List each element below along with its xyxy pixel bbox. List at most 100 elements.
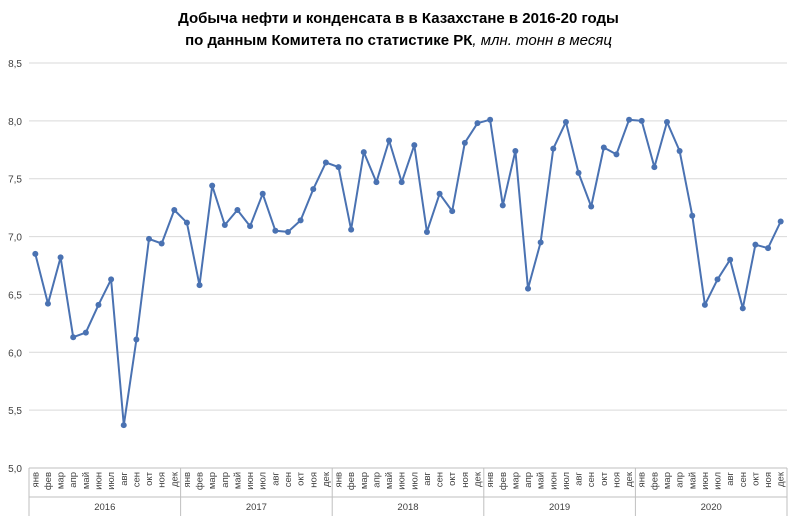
- x-tick-label: мар: [662, 472, 673, 489]
- x-tick-label: ноя: [611, 472, 622, 488]
- data-point: [550, 145, 557, 152]
- data-point: [259, 190, 266, 197]
- data-point: [575, 169, 582, 176]
- x-tick-label: фев: [195, 472, 206, 490]
- x-tick-label: апр: [68, 472, 79, 488]
- x-tick-label: янв: [334, 472, 345, 487]
- x-tick-label: ноя: [460, 472, 471, 488]
- year-label: 2019: [549, 502, 570, 513]
- data-point: [436, 190, 443, 197]
- x-tick-label: июн: [397, 472, 408, 490]
- y-tick-label: 5,5: [8, 406, 22, 417]
- data-point: [588, 203, 595, 210]
- x-tick-label: мар: [510, 472, 521, 489]
- x-tick-label: сен: [435, 472, 446, 487]
- x-tick-label: фев: [498, 472, 509, 490]
- x-tick-label: июн: [548, 472, 559, 490]
- y-axis: 5,0 5,5 6,0 6,5 7,0 7,5 8,0 8,5: [8, 59, 22, 475]
- x-tick-label: авг: [725, 471, 736, 485]
- x-tick-label: ноя: [308, 472, 319, 488]
- x-tick-label: май: [232, 472, 243, 489]
- data-point: [234, 206, 241, 213]
- x-tick-label: май: [81, 472, 92, 489]
- data-point: [398, 179, 405, 186]
- data-point: [752, 241, 759, 248]
- x-tick-label: дек: [169, 471, 180, 487]
- x-tick-label: янв: [30, 472, 41, 487]
- y-tick-label: 6,0: [8, 348, 22, 359]
- data-point: [171, 206, 178, 213]
- series-line: [34, 118, 782, 427]
- x-tick-label: июн: [245, 472, 256, 490]
- x-tick-label: июн: [700, 472, 711, 490]
- data-point: [765, 245, 772, 252]
- data-point: [714, 276, 721, 283]
- data-point: [411, 142, 418, 149]
- data-point: [196, 282, 203, 289]
- x-tick-label: апр: [523, 472, 534, 488]
- x-tick-label: дек: [472, 471, 483, 487]
- x-tick-label: май: [687, 472, 698, 489]
- title-line-2-sub: , млн. тонн в месяц: [472, 32, 612, 49]
- data-point: [449, 208, 456, 215]
- year-label: 2017: [246, 502, 267, 513]
- data-point: [499, 202, 506, 209]
- data-point: [537, 239, 544, 246]
- data-point: [272, 227, 279, 234]
- data-point: [461, 139, 468, 146]
- x-tick-label: июл: [561, 472, 572, 490]
- title-line-2: по данным Комитета по статистике РК, млн…: [0, 30, 797, 52]
- data-point: [373, 179, 380, 186]
- data-point: [44, 300, 51, 307]
- x-tick-label: янв: [182, 472, 193, 487]
- x-tick-label: фев: [649, 472, 660, 490]
- chart-title: Добыча нефти и конденсата в в Казахстане…: [0, 8, 797, 52]
- x-tick-label: сен: [283, 472, 294, 487]
- x-tick-label: июн: [93, 472, 104, 490]
- data-point: [247, 223, 254, 230]
- x-tick-label: окт: [599, 471, 610, 486]
- data-point: [562, 119, 569, 126]
- title-line-1: Добыча нефти и конденсата в в Казахстане…: [178, 10, 619, 27]
- x-tick-label: авг: [270, 471, 281, 485]
- x-tick-label: сен: [586, 472, 597, 487]
- x-tick-label: май: [384, 472, 395, 489]
- y-tick-label: 7,0: [8, 233, 22, 244]
- data-point: [739, 305, 746, 312]
- x-tick-label: ноя: [763, 472, 774, 488]
- data-point: [474, 120, 481, 127]
- data-point: [689, 212, 696, 219]
- data-point: [120, 422, 127, 429]
- x-tick-label: ноя: [157, 472, 168, 488]
- gridlines: [29, 62, 787, 469]
- data-point: [348, 226, 355, 233]
- data-point: [512, 147, 519, 154]
- x-tick-label: авг: [574, 471, 585, 485]
- y-tick-label: 5,0: [8, 464, 22, 475]
- x-tick-label: мар: [359, 472, 370, 489]
- data-point: [600, 144, 607, 151]
- x-tick-label: июл: [258, 472, 269, 490]
- data-point: [297, 217, 304, 224]
- data-point: [95, 301, 102, 308]
- data-point: [613, 151, 620, 158]
- data-point: [322, 159, 329, 166]
- data-point: [487, 116, 494, 123]
- x-tick-label: июл: [409, 472, 420, 490]
- data-point: [386, 137, 393, 144]
- x-tick-label: авг: [119, 471, 130, 485]
- x-tick-label: июл: [106, 472, 117, 490]
- data-point: [626, 116, 633, 123]
- data-point: [638, 117, 645, 124]
- y-tick-label: 8,5: [8, 59, 22, 70]
- data-point: [701, 301, 708, 308]
- x-tick-label: авг: [422, 471, 433, 485]
- year-label: 2016: [94, 502, 115, 513]
- x-tick-label: мар: [56, 472, 67, 489]
- x-tick-label: окт: [144, 471, 155, 486]
- data-point: [663, 119, 670, 126]
- x-tick-label: окт: [296, 471, 307, 486]
- data-point: [209, 182, 216, 189]
- data-point: [133, 336, 140, 343]
